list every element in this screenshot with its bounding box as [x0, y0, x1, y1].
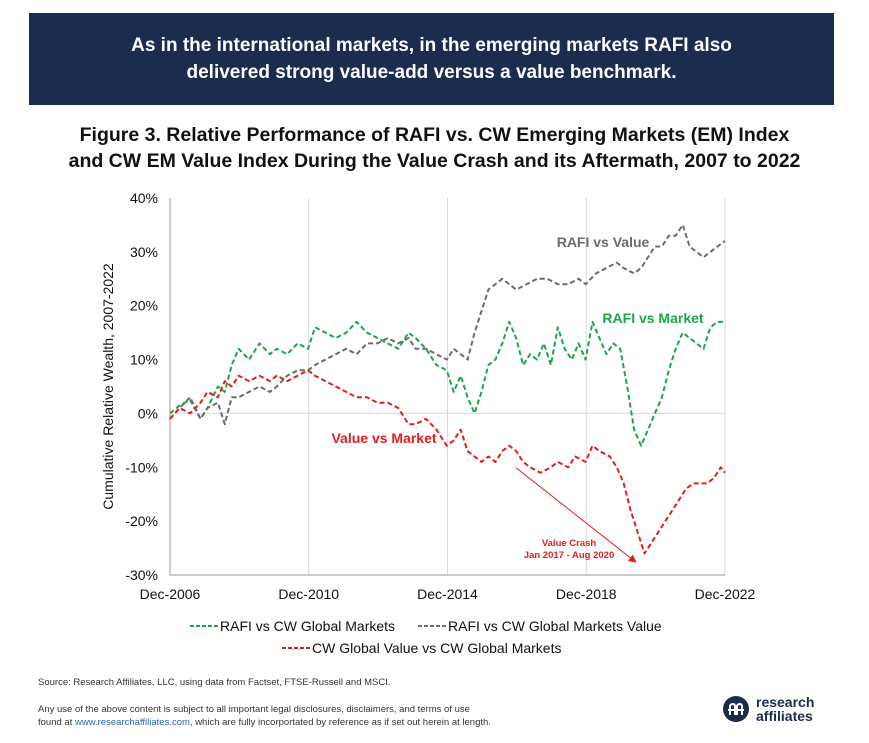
logo-mark-icon [723, 696, 749, 722]
y-tick-label-2: 20% [130, 298, 158, 314]
disclaimer-post: , which are fully incorportated by refer… [189, 717, 491, 728]
disclaimer-line-2: found at www.researchaffiliates.com, whi… [38, 716, 491, 729]
x-tick-label-4: Dec-2022 [695, 586, 756, 602]
y-tick-label-1: 30% [130, 244, 158, 260]
banner-line-2: delivered strong value-add versus a valu… [186, 62, 677, 83]
y-tick-label-0: 40% [130, 190, 158, 206]
series-line-1 [169, 223, 726, 426]
logo-text: research affiliates [756, 695, 814, 723]
value-crash-arrow [515, 467, 637, 563]
y-tick-label-7: -30% [125, 567, 158, 583]
x-tick-label-2: Dec-2014 [417, 586, 478, 602]
series-label-0: RAFI vs Market [602, 310, 703, 326]
legend-label-0: RAFI vs CW Global Markets [220, 618, 395, 634]
series-line-0 [169, 320, 725, 447]
source-note: Source: Research Affiliates, LLC, using … [38, 677, 391, 688]
headline-banner: As in the international markets, in the … [29, 13, 834, 105]
y-tick-label-6: -20% [125, 513, 158, 529]
y-tick-label-4: 0% [138, 405, 158, 421]
series-line-2 [169, 369, 726, 555]
figure-title-line-2: and CW EM Value Index During the Value C… [68, 150, 801, 172]
y-tick-label-3: 10% [130, 352, 158, 368]
figure-title: Figure 3. Relative Performance of RAFI v… [0, 122, 869, 174]
x-tick-label-3: Dec-2018 [556, 586, 617, 602]
annotation-line-1: Value Crash [542, 538, 597, 549]
logo-text-line-1: research [756, 694, 815, 710]
relative-performance-chart: 40% 30% 20% 10% 0% -10% -20% -30% Dec-2006 Dec-20… [100, 190, 756, 656]
disclaimer: Any use of the above content is subject … [38, 703, 491, 729]
banner-line-1: As in the international markets, in the … [131, 35, 732, 56]
figure-title-line-1: Figure 3. Relative Performance of RAFI v… [79, 124, 790, 146]
series-label-1: RAFI vs Value [557, 234, 650, 250]
x-tick-label-1: Dec-2010 [278, 586, 339, 602]
y-axis-label: Cumulative Relative Wealth, 2007-2022 [100, 263, 116, 510]
legend-label-1: RAFI vs CW Global Markets Value [448, 618, 662, 634]
y-tick-label-5: -10% [125, 459, 158, 475]
website-link[interactable]: www.researchaffiliates.com [74, 717, 190, 728]
disclaimer-pre: found at [38, 717, 75, 728]
annotation-line-2: Jan 2017 - Aug 2020 [524, 550, 614, 561]
x-tick-label-0: Dec-2006 [140, 586, 201, 602]
logo-text-line-2: affiliates [756, 708, 813, 724]
disclaimer-line-1: Any use of the above content is subject … [38, 704, 470, 715]
legend-label-2: CW Global Value vs CW Global Markets [312, 640, 561, 656]
series-label-2: Value vs Market [331, 430, 436, 446]
research-affiliates-logo: research affiliates [723, 690, 833, 730]
